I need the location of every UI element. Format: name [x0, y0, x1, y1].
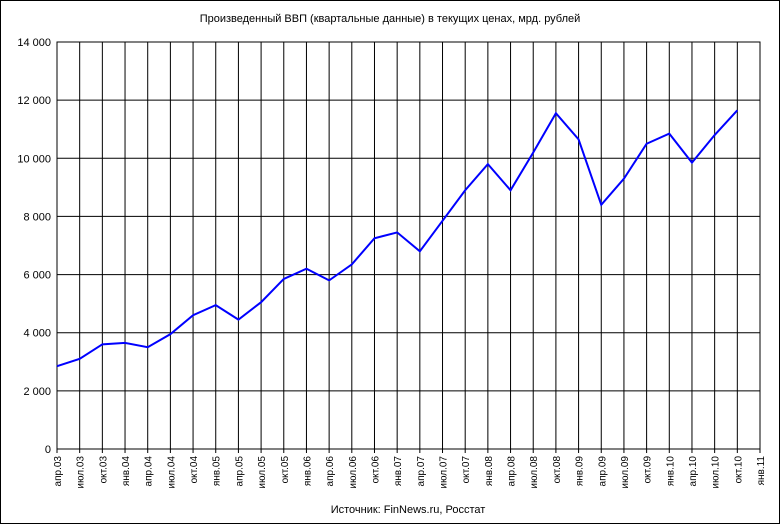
x-tick-label: июл.05 [257, 456, 268, 489]
x-tick-label: окт.09 [643, 456, 654, 484]
chart-title: Произведенный ВВП (квартальные данные) в… [200, 13, 581, 25]
plot-border [56, 41, 761, 450]
x-tick-label: апр.03 [53, 456, 64, 487]
x-tick-label: июл.06 [348, 456, 359, 489]
x-tick-label: июл.08 [529, 456, 540, 489]
x-tick-label: окт.08 [552, 456, 563, 484]
y-tick-label: 6 000 [23, 270, 51, 282]
y-tick-label: 0 [45, 444, 51, 456]
data-line [56, 109, 739, 368]
x-tick-label: янв.11 [756, 456, 767, 486]
x-tick-label: июл.10 [711, 456, 722, 489]
x-tick-label: янв.04 [121, 456, 132, 487]
x-tick-label: апр.06 [325, 456, 336, 487]
x-tick-label: янв.08 [484, 456, 495, 487]
x-tick-label: июл.03 [76, 456, 87, 489]
x-tick-label: окт.06 [370, 456, 381, 484]
x-tick-label: янв.10 [665, 456, 676, 487]
y-tick-label: 14 000 [17, 37, 51, 49]
x-tick-label: янв.06 [302, 456, 313, 487]
y-tick-label: 12 000 [17, 95, 51, 107]
x-tick-label: апр.04 [144, 456, 155, 487]
x-tick-label: апр.10 [688, 456, 699, 487]
y-tick-label: 4 000 [23, 328, 51, 340]
y-tick-label: 10 000 [17, 153, 51, 165]
x-tick-label: янв.09 [575, 456, 586, 487]
x-tick-label: янв.07 [393, 456, 404, 487]
source: Источник: FinNews.ru, Росстат [331, 504, 486, 516]
x-tick-label: окт.10 [733, 456, 744, 484]
x-tick-label: окт.07 [461, 456, 472, 484]
x-tick-label: июл.09 [620, 456, 631, 489]
x-tick-label: янв.05 [212, 456, 223, 487]
x-tick-label: окт.04 [189, 456, 200, 484]
x-tick-label: апр.05 [234, 456, 245, 487]
x-tick-label: апр.09 [597, 456, 608, 487]
y-tick-label: 2 000 [23, 386, 51, 398]
x-tick-label: окт.03 [98, 456, 109, 484]
x-tick-label: апр.08 [507, 456, 518, 487]
x-tick-label: апр.07 [416, 456, 427, 487]
x-tick-label: окт.05 [280, 456, 291, 484]
x-tick-label: июл.04 [166, 456, 177, 489]
y-tick-label: 8 000 [23, 211, 51, 223]
x-tick-label: июл.07 [439, 456, 450, 489]
